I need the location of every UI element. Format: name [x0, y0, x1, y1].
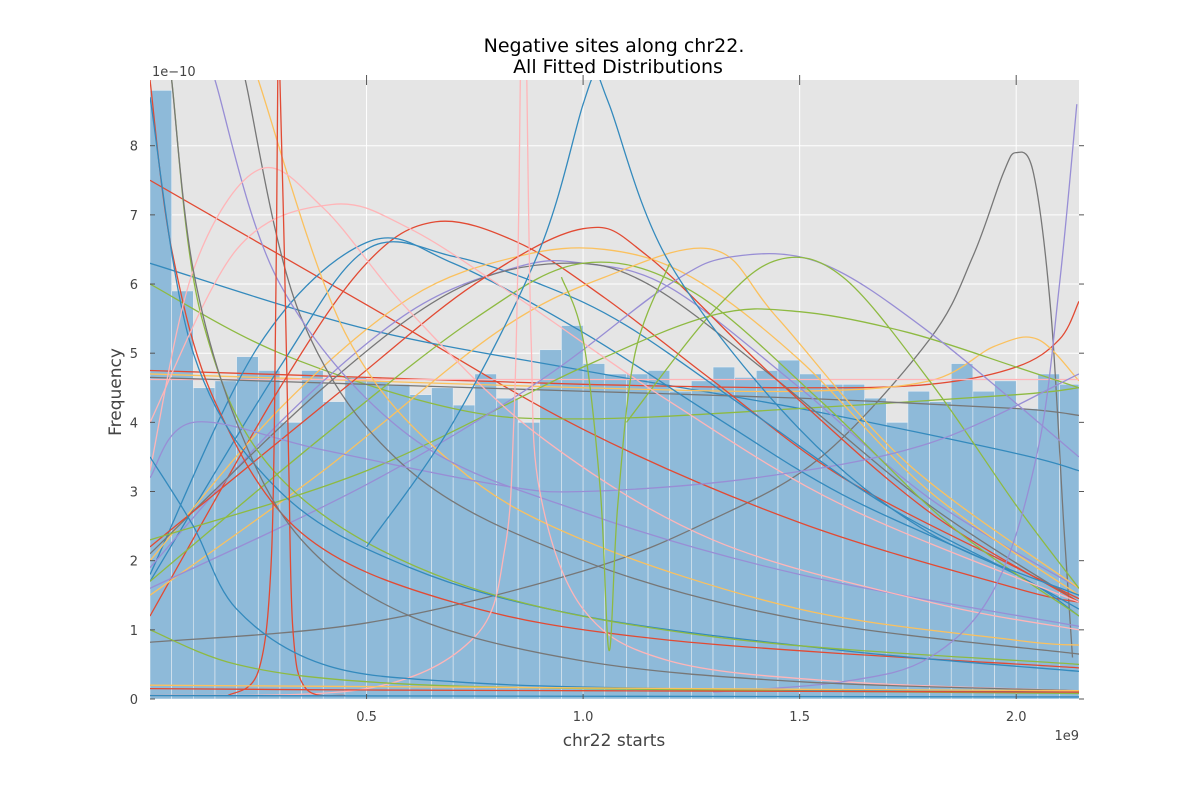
histogram-bar [496, 397, 519, 699]
histogram-bar [907, 390, 930, 699]
x-offset-label: 1e9 [1054, 729, 1079, 744]
axis-ticks: 0.5 1.0 1.5 2.0 0 1 2 3 4 5 6 7 8 [130, 75, 1084, 725]
fitted-curve [150, 336, 1079, 393]
fitted-curve [560, 263, 671, 652]
y-tick-label: 3 [130, 486, 138, 501]
histogram-bar [756, 370, 779, 699]
fitted-curve [227, 80, 279, 697]
y-axis-label: Frequency [106, 348, 126, 436]
fitted-curve [150, 220, 1079, 617]
x-axis-label: chr22 starts [563, 731, 666, 751]
histogram-bar [777, 359, 800, 699]
y-tick-label: 5 [130, 347, 138, 362]
fitted-curve [150, 373, 1079, 493]
histogram-bar [994, 380, 1017, 699]
x-tick-label: 1.5 [789, 710, 810, 725]
fitted-curve [150, 226, 1079, 603]
fitted-curve [150, 308, 1079, 541]
fitted-curve [150, 241, 1079, 610]
fitted-curve [150, 456, 1079, 693]
histogram-bar [431, 387, 454, 699]
y-tick-label: 7 [130, 209, 138, 224]
histogram-bar [517, 422, 541, 699]
fitted-curve [150, 179, 1079, 603]
fitted-curve [150, 253, 1079, 589]
fitted-curve [150, 376, 1079, 417]
y-tick-label: 8 [130, 140, 138, 155]
fitted-curve [526, 80, 1079, 692]
y-tick-label: 2 [130, 555, 138, 570]
fitted-curve [712, 104, 1078, 693]
histogram-bar [582, 363, 606, 699]
histogram-bar [561, 325, 584, 699]
x-tick-label: 0.5 [356, 710, 377, 725]
histogram-bar [691, 380, 714, 699]
y-tick-label: 6 [130, 278, 138, 293]
histogram-bar [366, 380, 389, 699]
fitted-curve [171, 80, 1079, 692]
fitted-curve [150, 166, 1079, 631]
histogram-bar [474, 373, 497, 699]
fitted-curve [150, 203, 1079, 603]
fitted-curve [244, 80, 1079, 655]
y-tick-label: 4 [130, 416, 138, 431]
y-tick-label: 0 [130, 693, 138, 708]
histogram-bar [322, 401, 346, 699]
y-offset-label: 1e−10 [152, 65, 196, 80]
chart-title-line2: All Fitted Distributions [513, 56, 723, 78]
fitted-curve [150, 301, 1079, 389]
histogram-bar [669, 390, 692, 699]
fitted-curve [150, 283, 1079, 420]
histogram-bar [452, 404, 476, 699]
fitted-curve [150, 247, 1079, 596]
fitted-curve [150, 684, 1079, 692]
fitted-curve [257, 80, 1079, 646]
fitted-curve [150, 80, 521, 697]
fitted-curve [150, 237, 1079, 617]
histogram-bar [734, 377, 757, 699]
histogram-bar [344, 377, 367, 699]
fitted-curve [150, 247, 1079, 596]
fitted-distribution-curves [150, 80, 1079, 698]
chart-title-line1: Negative sites along chr22. [484, 35, 745, 57]
histogram-bar [409, 394, 432, 699]
fitted-curve [625, 256, 1079, 589]
x-tick-label: 1.0 [573, 710, 594, 725]
x-tick-label: 2.0 [1006, 710, 1027, 725]
histogram-bar [387, 384, 411, 699]
fitted-curve [171, 80, 1079, 666]
histogram-bar [950, 363, 974, 699]
y-tick-label: 1 [130, 624, 138, 639]
histogram-bar [214, 380, 237, 699]
histogram-bar [539, 349, 562, 699]
fitted-curve [150, 687, 1079, 693]
fitted-curve [366, 80, 1079, 596]
fitted-curve [150, 261, 1079, 617]
histogram-bar [236, 356, 259, 699]
fitted-curve [150, 97, 1079, 672]
histogram-bars [150, 90, 1079, 699]
